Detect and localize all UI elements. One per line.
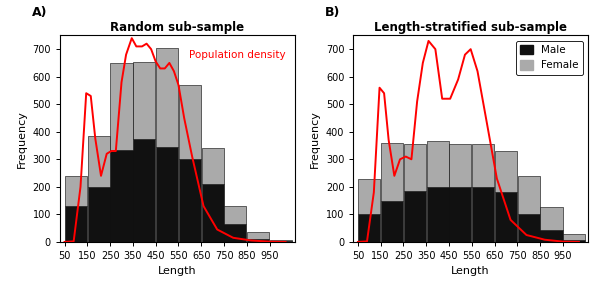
- Bar: [110, 150, 133, 242]
- Bar: [495, 192, 517, 242]
- Y-axis label: Frequency: Frequency: [17, 110, 27, 168]
- Bar: [224, 224, 247, 242]
- Bar: [247, 239, 269, 242]
- Bar: [179, 159, 201, 242]
- Bar: [449, 144, 472, 187]
- Bar: [381, 201, 403, 242]
- Bar: [156, 147, 178, 242]
- Bar: [110, 63, 133, 150]
- Text: A): A): [32, 6, 47, 19]
- Bar: [427, 187, 449, 242]
- Title: Length-stratified sub-sample: Length-stratified sub-sample: [374, 21, 567, 34]
- Bar: [541, 207, 563, 230]
- Bar: [65, 176, 87, 206]
- Bar: [156, 48, 178, 147]
- Bar: [358, 178, 380, 214]
- Bar: [563, 240, 586, 242]
- Bar: [427, 141, 449, 187]
- Bar: [88, 136, 110, 187]
- Bar: [404, 191, 426, 242]
- Bar: [88, 187, 110, 242]
- Bar: [133, 62, 155, 139]
- Bar: [202, 148, 224, 184]
- Text: B): B): [325, 6, 341, 19]
- Title: Random sub-sample: Random sub-sample: [110, 21, 244, 34]
- Bar: [518, 176, 540, 214]
- Bar: [449, 187, 472, 242]
- Bar: [472, 144, 494, 187]
- Bar: [224, 206, 247, 224]
- Bar: [518, 214, 540, 242]
- Bar: [472, 187, 494, 242]
- Bar: [133, 139, 155, 242]
- Bar: [270, 241, 292, 242]
- Bar: [404, 144, 426, 191]
- Bar: [270, 240, 292, 241]
- Y-axis label: Frequency: Frequency: [310, 110, 320, 168]
- Bar: [358, 214, 380, 242]
- Bar: [65, 206, 87, 242]
- Bar: [179, 85, 201, 159]
- Bar: [563, 234, 586, 240]
- Bar: [541, 230, 563, 242]
- Bar: [381, 143, 403, 201]
- Bar: [495, 151, 517, 192]
- X-axis label: Length: Length: [158, 266, 197, 276]
- Bar: [247, 232, 269, 239]
- Text: Population density: Population density: [189, 50, 286, 60]
- Bar: [202, 184, 224, 242]
- Legend: Male, Female: Male, Female: [516, 41, 583, 75]
- X-axis label: Length: Length: [451, 266, 490, 276]
